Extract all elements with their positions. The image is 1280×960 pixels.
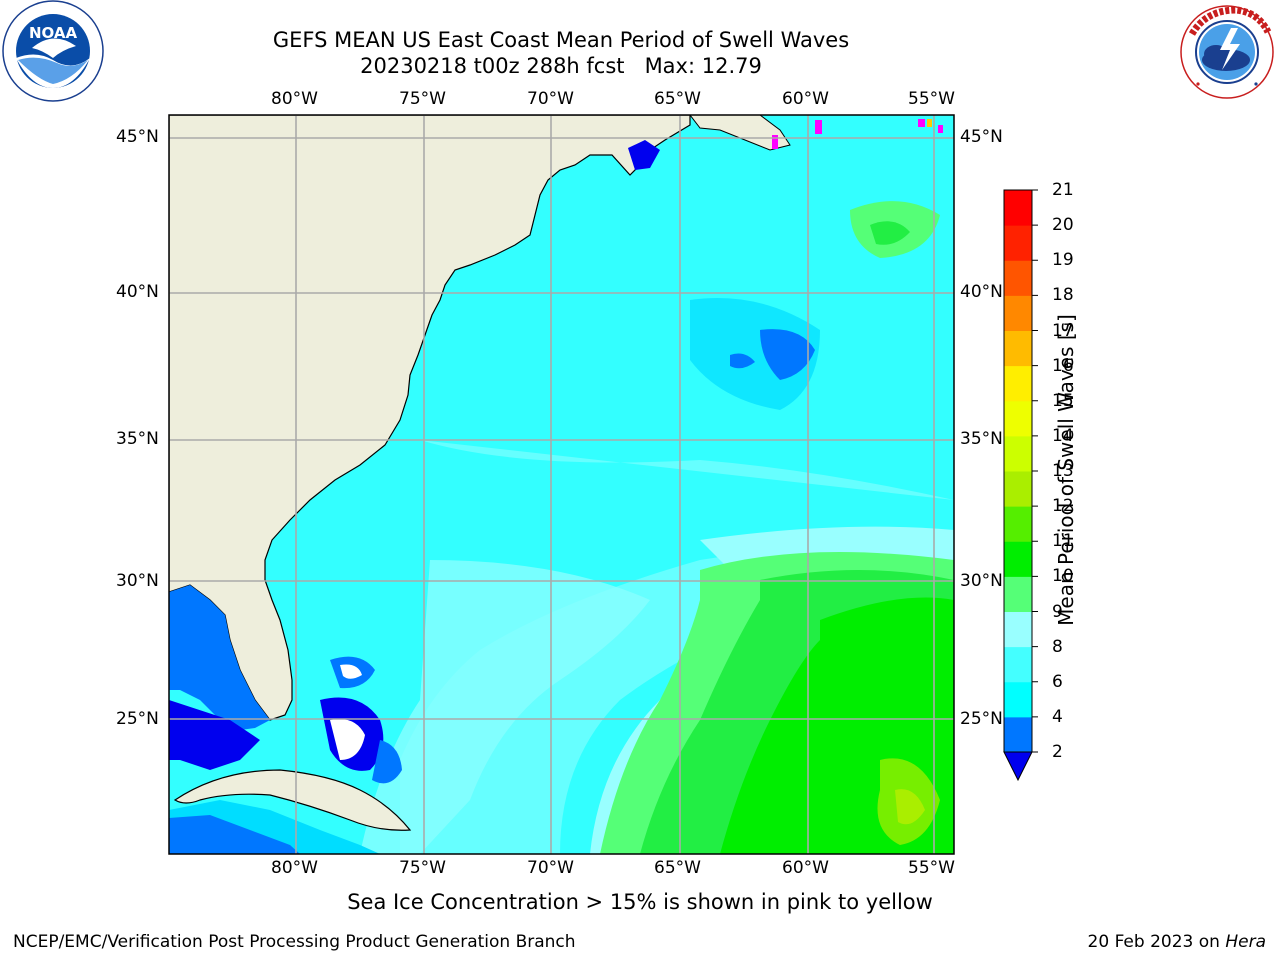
colorbar-tick-label: 2 [1052,742,1063,762]
map-frame [168,114,955,855]
lat-label-left: 35°N [116,429,159,449]
graticule [169,115,954,854]
nws-logo-icon [1180,5,1274,99]
colorbar-tick-label: 21 [1052,180,1074,200]
colorbar-segment [1004,190,1032,226]
footer-machine: Hera [1225,932,1266,952]
footer-date: 20 Feb 2023 on Hera [1088,932,1266,952]
colorbar-segment [1004,471,1032,507]
lon-label-top: 75°W [399,89,446,109]
lon-label-top: 65°W [654,89,701,109]
lon-label-bottom: 80°W [271,858,318,878]
colorbar-segment [1004,295,1032,331]
lon-label-top: 55°W [908,89,955,109]
lat-label-left: 45°N [116,127,159,147]
lon-label-bottom: 55°W [908,858,955,878]
colorbar-tick-label: 13 [1052,461,1074,481]
colorbar-tick-label: 17 [1052,320,1074,341]
colorbar-tick-label: 6 [1052,671,1063,692]
lat-label-right: 40°N [960,282,1003,302]
lat-label-left: 40°N [116,282,159,302]
colorbar-segment [1004,611,1032,648]
noaa-logo-icon: NOAA [2,0,104,102]
colorbar-tick-label: 11 [1052,531,1074,552]
lon-label-top: 70°W [527,89,574,109]
colorbar-tick-label: 9 [1052,601,1063,622]
colorbar-tick-label: 15 [1052,390,1074,411]
colorbar-segment [1004,225,1032,261]
lon-label-bottom: 65°W [654,858,701,878]
lon-label-top: 60°W [782,89,829,109]
colorbar-tick-label: 19 [1052,250,1074,271]
colorbar-segment [1004,400,1032,437]
cuba-land [173,769,412,831]
max-value: Max: 12.79 [644,54,762,78]
lat-label-right: 35°N [960,429,1003,449]
lat-label-left: 25°N [116,709,159,729]
colorbar-segment [1004,646,1032,683]
lon-label-bottom: 60°W [782,858,829,878]
lat-label-left: 30°N [116,571,159,591]
lon-label-top: 80°W [271,89,318,109]
map-subtitle: 20230218 t00z 288h fcst Max: 12.79 [0,53,1122,79]
colorbar-segment [1004,541,1032,577]
noaa-logo-text: NOAA [29,24,78,42]
lat-label-right: 30°N [960,571,1003,591]
colorbar-segment [1004,330,1032,367]
lon-label-bottom: 75°W [399,858,446,878]
colorbar-tick-label: 8 [1052,636,1063,657]
colorbar-tick-label: 14 [1052,425,1074,446]
lon-label-bottom: 70°W [527,858,574,878]
colorbar-tick-label: 4 [1052,706,1063,727]
colorbar-segment [1004,681,1032,718]
colorbar-segment [1004,576,1032,612]
colorbar-tick-label: 18 [1052,285,1074,306]
colorbar-segment [1004,506,1032,542]
colorbar-extend-triangle [1003,751,1033,782]
colorbar-segment [1004,435,1032,472]
sea-ice-mark [772,135,778,149]
footer-date-text: 20 Feb 2023 on [1087,932,1226,952]
colorbar-segment [1004,260,1032,296]
colorbar-tick-label: 20 [1052,215,1074,236]
colorbar-tick-label: 10 [1052,566,1074,587]
colorbar-segment [1004,365,1032,402]
forecast-run: 20230218 t00z 288h fcst [360,54,625,78]
map-title: GEFS MEAN US East Coast Mean Period of S… [272,28,850,52]
colorbar-segment [1004,716,1032,753]
lat-label-right: 45°N [960,127,1003,147]
lat-label-right: 25°N [960,709,1003,729]
colorbar [1003,189,1038,782]
colorbar-tick-label: 16 [1052,355,1074,376]
colorbar-tick-label: 12 [1052,496,1074,517]
sea-ice-note: Sea Ice Concentration > 15% is shown in … [347,890,933,914]
colorbar-label: Mean Period of Swell Waves [s] [1054,314,1078,626]
footer-branch: NCEP/EMC/Verification Post Processing Pr… [13,932,576,952]
